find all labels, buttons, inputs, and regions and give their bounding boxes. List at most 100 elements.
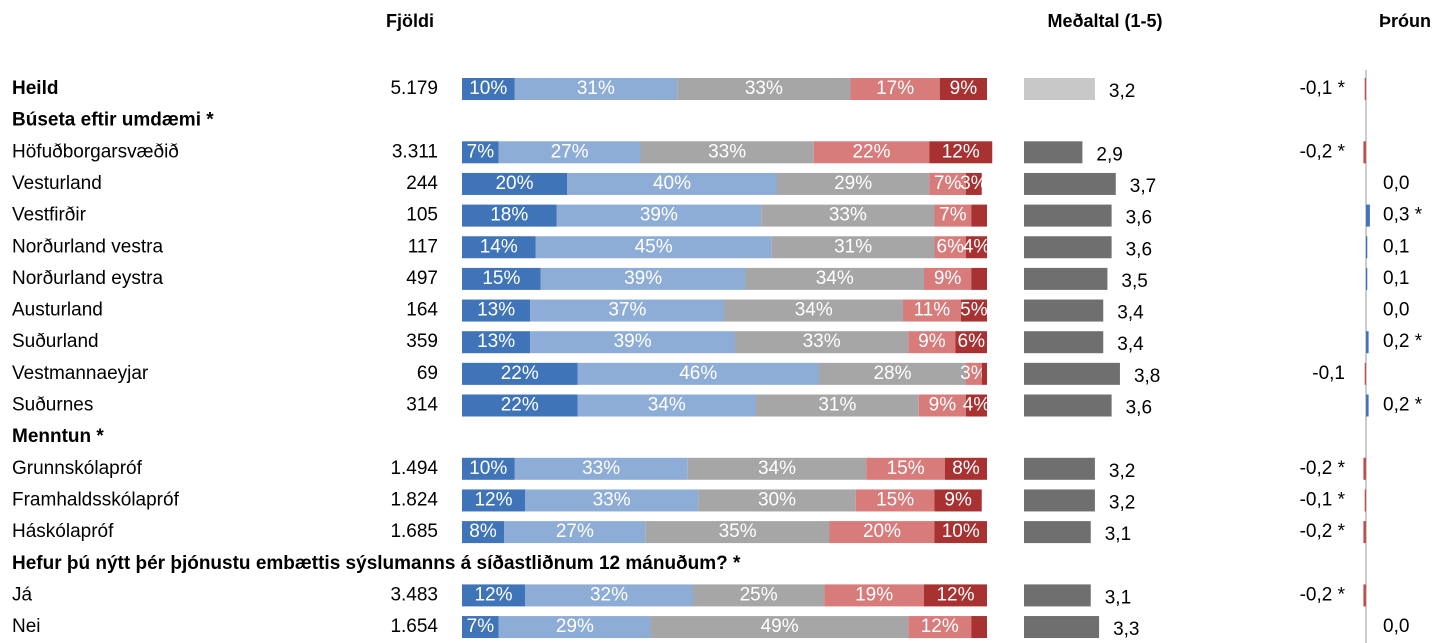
trend-label: 0,1 [1383, 268, 1409, 289]
row-label: Vestfirðir [12, 205, 87, 226]
mean-bar [1024, 362, 1120, 385]
share-label: 12% [474, 489, 512, 510]
mean-label: 3,4 [1117, 334, 1144, 355]
share-segment [924, 584, 987, 607]
share-label: 30% [758, 489, 796, 510]
row-label: Menntun * [12, 426, 104, 447]
share-segment [966, 394, 987, 417]
share-label: 14% [480, 236, 518, 257]
share-label: 33% [829, 205, 867, 226]
share-label: 12% [474, 584, 512, 605]
share-label: 22% [501, 395, 539, 416]
mean-label: 3,1 [1105, 524, 1131, 545]
row-label: Nei [12, 616, 41, 637]
count: 117 [408, 236, 438, 257]
share-segment [955, 331, 987, 354]
share-segment [462, 489, 525, 512]
share-segment [645, 521, 830, 544]
mean-label: 3,2 [1109, 461, 1135, 482]
share-segment [577, 394, 756, 417]
share-segment [756, 394, 919, 417]
share-segment [462, 204, 557, 227]
share-label: 6% [937, 236, 965, 257]
count: 1.824 [390, 489, 438, 510]
share-label: 3% [960, 173, 988, 194]
share-segment [504, 521, 646, 544]
share-segment [813, 141, 930, 164]
share-label: 5% [960, 300, 988, 321]
trend-bar [1364, 362, 1366, 385]
column-header: Meðaltal (1-5) [1047, 11, 1162, 31]
share-segment [462, 394, 578, 417]
share-label: 33% [708, 141, 746, 162]
row-label: Suðurnes [12, 395, 93, 416]
trend-bar [1363, 521, 1366, 544]
row-label: Vestmannaeyjar [12, 363, 149, 384]
row-label: Heild [12, 78, 58, 99]
share-segment [693, 584, 825, 607]
share-segment [960, 299, 987, 322]
share-label: 32% [590, 584, 628, 605]
share-label: 33% [803, 331, 841, 352]
share-segment [908, 616, 972, 639]
share-label: 45% [635, 236, 673, 257]
trend-label: -0,1 * [1300, 489, 1346, 510]
share-label: 10% [469, 78, 507, 99]
mean-label: 3,2 [1109, 492, 1135, 513]
share-segment [498, 616, 651, 639]
mean-bar [1024, 267, 1108, 290]
share-segment [971, 616, 987, 639]
trend-bar [1366, 267, 1368, 290]
share-segment [971, 204, 987, 227]
trend-bar [1364, 489, 1366, 512]
share-label: 22% [501, 363, 539, 384]
share-label: 34% [795, 300, 833, 321]
share-segment [908, 331, 956, 354]
share-segment [934, 521, 987, 544]
mean-bar [1024, 204, 1112, 227]
share-label: 40% [653, 173, 691, 194]
share-label: 49% [761, 616, 799, 637]
share-segment [981, 362, 987, 385]
count: 497 [406, 268, 438, 289]
share-label: 18% [490, 205, 528, 226]
trend-label: -0,1 * [1300, 78, 1346, 99]
count: 3.483 [390, 584, 438, 605]
share-label: 4% [963, 236, 991, 257]
row-label: Vesturland [12, 173, 102, 194]
trend-label: 0,3 * [1383, 205, 1423, 226]
mean-label: 3,8 [1134, 366, 1160, 387]
share-segment [462, 331, 531, 354]
count: 244 [406, 173, 438, 194]
share-segment [462, 267, 541, 290]
trend-label: -0,2 * [1300, 521, 1346, 542]
trend-bar [1366, 331, 1369, 354]
column-header: Fjöldi [386, 11, 434, 31]
row-label: Grunnskólapróf [12, 458, 143, 479]
share-segment [462, 521, 504, 544]
share-label: 46% [679, 363, 717, 384]
share-segment [945, 457, 987, 480]
share-segment [687, 457, 867, 480]
share-label: 22% [852, 141, 890, 162]
share-label: 13% [477, 331, 515, 352]
mean-bar [1024, 299, 1104, 322]
share-label: 7% [934, 173, 962, 194]
share-segment [939, 78, 987, 100]
row-label: Austurland [12, 300, 103, 321]
share-segment [514, 78, 678, 100]
mean-bar [1024, 457, 1095, 480]
share-label: 3% [960, 363, 988, 384]
share-segment [924, 267, 972, 290]
share-label: 17% [876, 78, 914, 99]
share-label: 4% [963, 395, 991, 416]
share-label: 9% [929, 395, 957, 416]
share-segment [724, 299, 903, 322]
share-segment [966, 362, 982, 385]
mean-label: 3,1 [1105, 587, 1131, 608]
share-label: 31% [834, 236, 872, 257]
share-segment [855, 489, 935, 512]
share-label: 33% [745, 78, 783, 99]
mean-bar [1024, 78, 1095, 100]
